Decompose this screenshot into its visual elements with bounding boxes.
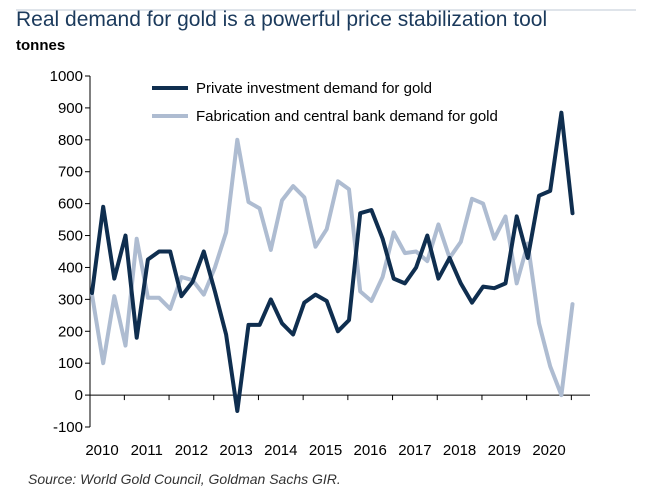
source-note: Source: World Gold Council, Goldman Sach… [28,471,341,487]
x-axis: 2010 2011 2012 2013 2014 2015 2016 2017 2018 2019… [85,394,590,459]
y-tick-label: 1000 [50,68,83,85]
x-tick-label: 2017 [398,442,431,459]
x-tick-label: 2014 [264,442,297,459]
y-tick-label: 0 [75,387,83,404]
legend: Private investment demand for gold Fabric… [152,80,498,125]
y-tick-label: 500 [58,228,83,245]
x-tick-label: 2019 [488,442,521,459]
x-tick-label: 2015 [309,442,342,459]
series-line-fabrication-and-central-bank-demand-for-gold [90,137,575,398]
series-lines [90,110,575,413]
x-tick-label: 2018 [443,442,476,459]
x-tick-label: 2010 [85,442,118,459]
series-line-private-investment-demand-for-gold [90,110,575,413]
x-tick-label: 2016 [354,442,387,459]
legend-label: Fabrication and central bank demand for … [196,108,498,125]
legend-label: Private investment demand for gold [196,80,432,97]
y-tick-label: 100 [58,355,83,372]
x-tick-label: 2020 [532,442,565,459]
chart-title: Real demand for gold is a powerful price… [16,8,547,31]
y-tick-label: 400 [58,259,83,276]
y-tick-label: 200 [58,323,83,340]
y-axis: -100 0 100 200 300 400 500 600 700 800 900 1000 [50,68,91,436]
y-tick-label: 900 [58,100,83,117]
y-tick-label: 800 [58,132,83,149]
y-tick-label: -100 [53,419,83,436]
y-tick-label: 600 [58,196,83,213]
x-tick-label: 2012 [175,442,208,459]
y-unit-label: tonnes [16,37,65,54]
y-tick-label: 700 [58,164,83,181]
y-tick-label: 300 [58,291,83,308]
x-tick-label: 2011 [131,442,163,459]
x-tick-label: 2013 [219,442,252,459]
